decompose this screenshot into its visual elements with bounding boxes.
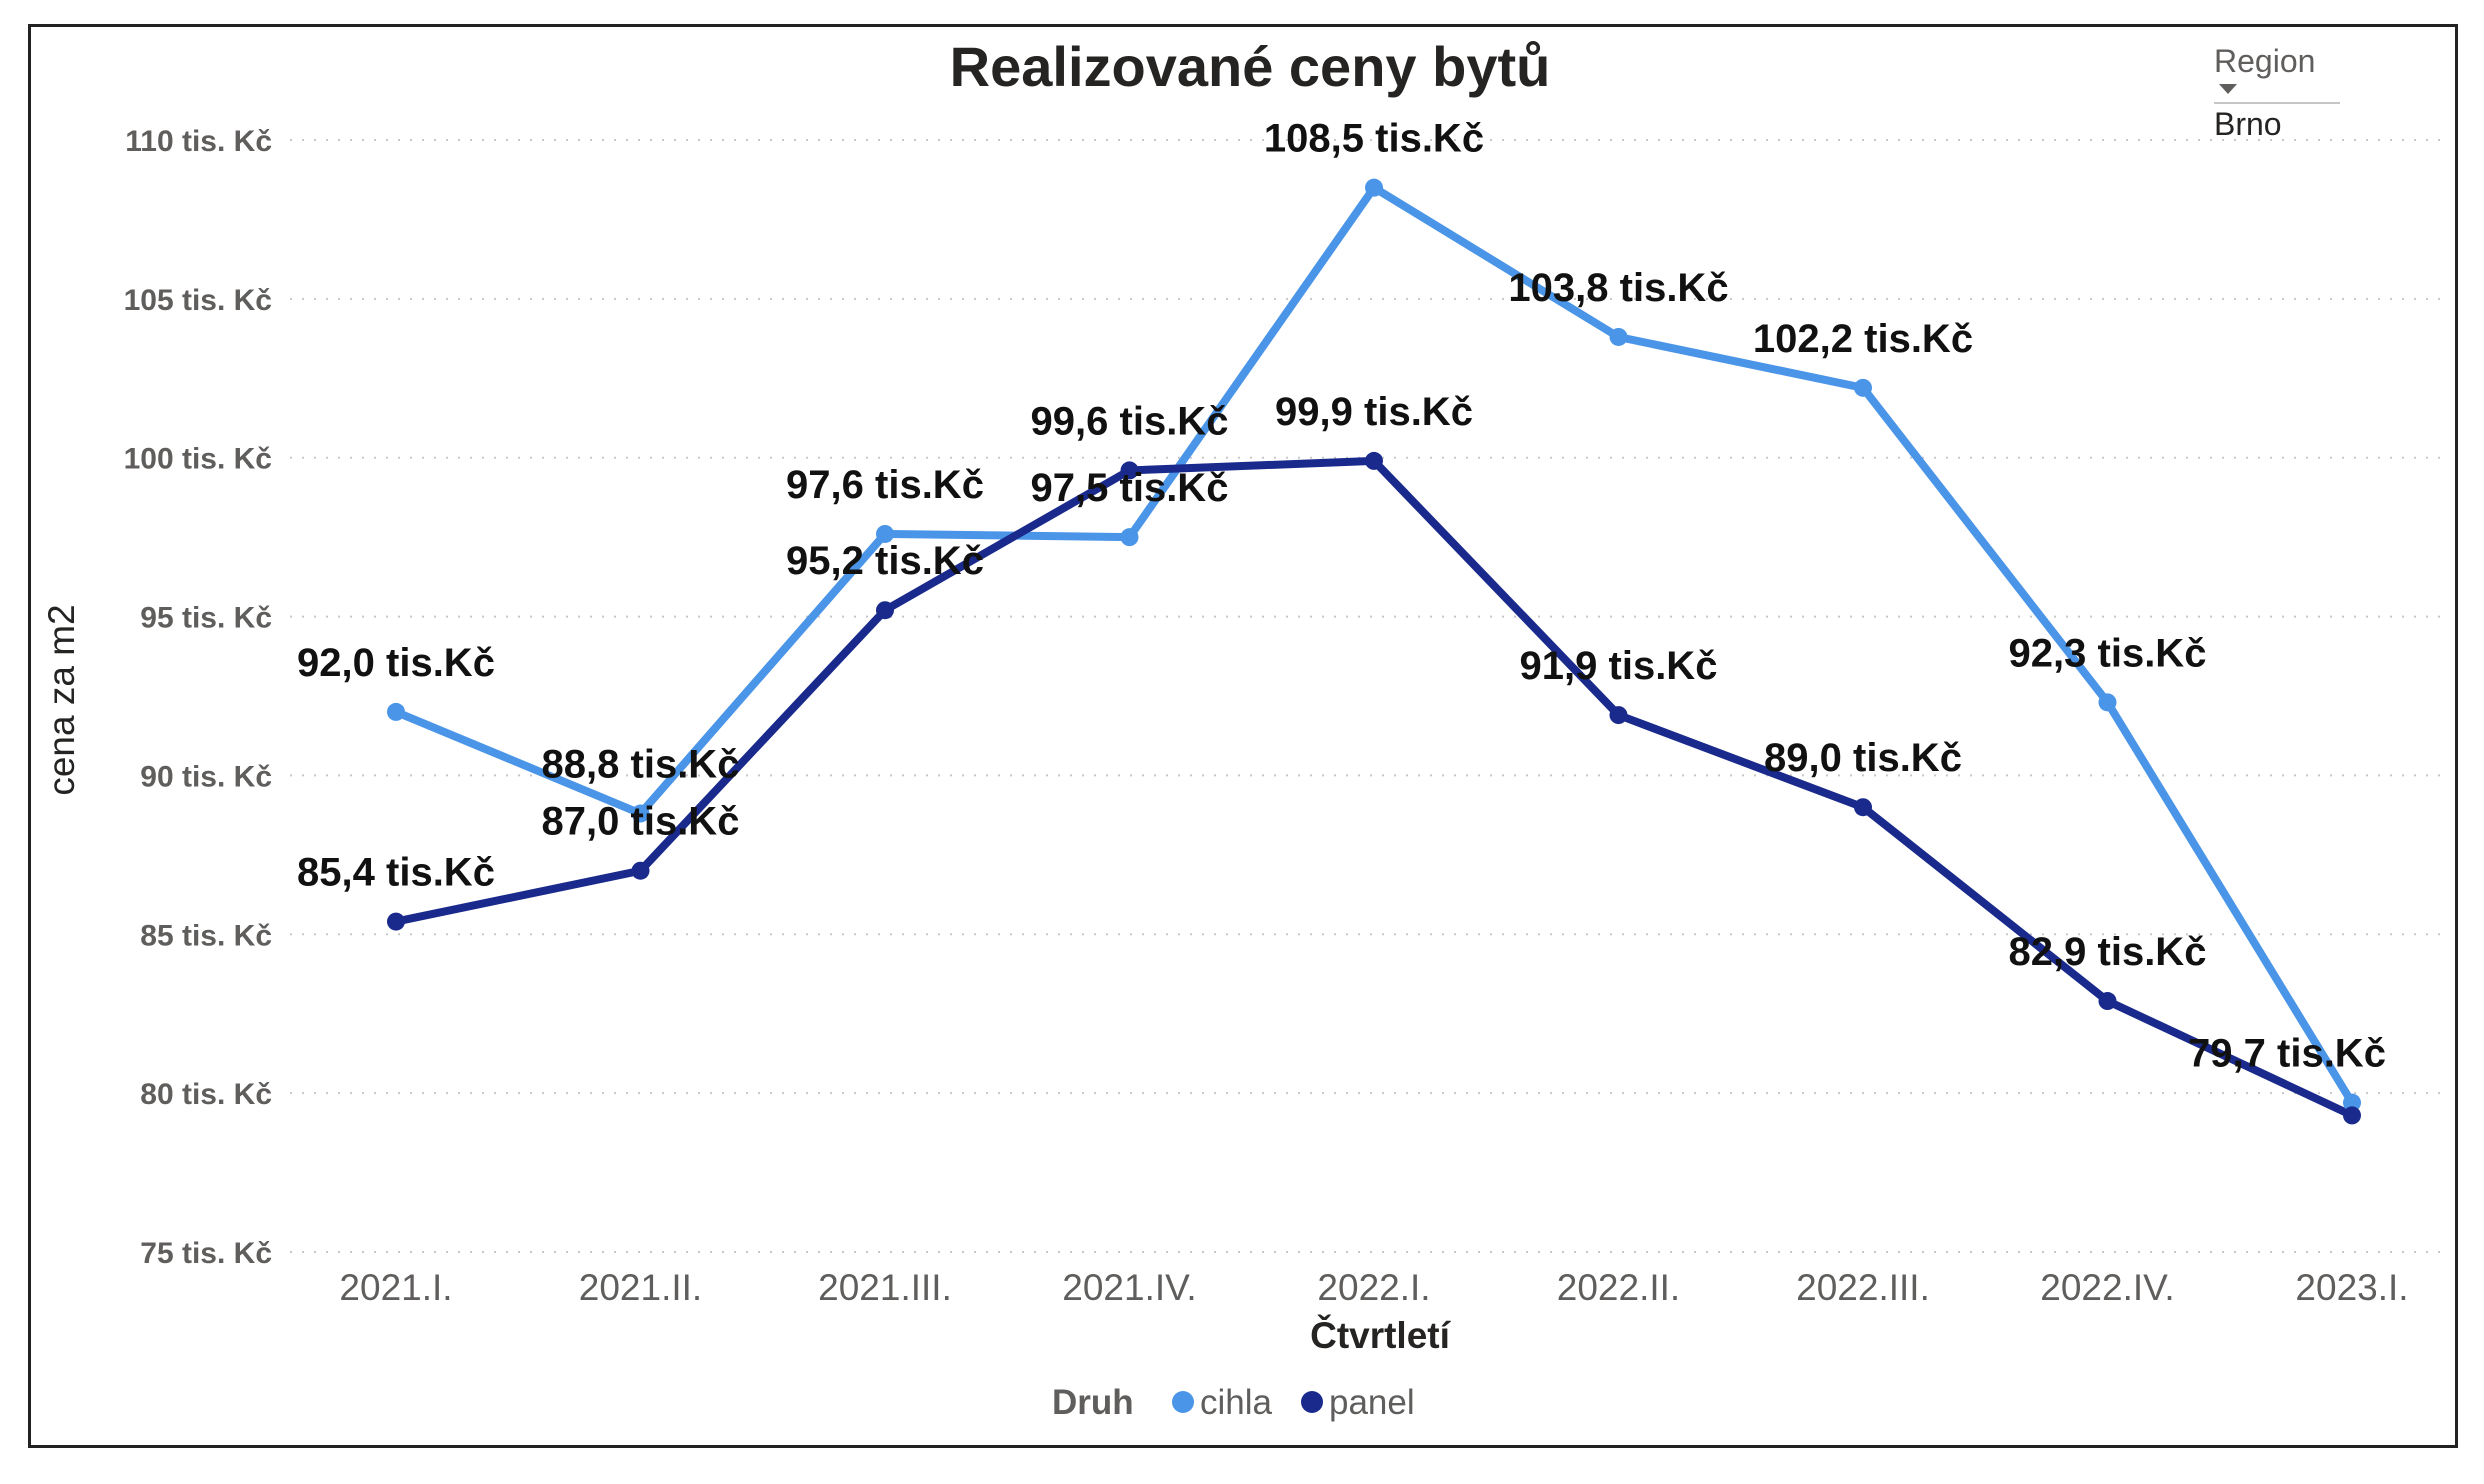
data-point-panel[interactable] [876, 601, 894, 620]
x-tick-label: 2022.I. [1317, 1267, 1430, 1308]
data-label-panel: 89,0 tis.Kč [1764, 736, 1962, 780]
data-label-panel: 85,4 tis.Kč [297, 851, 495, 895]
data-point-cihla[interactable] [876, 524, 894, 543]
gridlines [290, 139, 2440, 1253]
data-label-panel: 91,9 tis.Kč [1520, 644, 1718, 688]
data-label-panel: 99,9 tis.Kč [1275, 390, 1473, 434]
data-label-cihla: 97,5 tis.Kč [1031, 466, 1229, 510]
y-axis-ticks: 75 tis. Kč 80 tis. Kč 85 tis. Kč 90 tis. Kč… [124, 125, 272, 1270]
visual-frame [28, 24, 2458, 1448]
series-line-panel [392, 456, 2356, 1120]
y-tick-label: 80 tis. Kč [140, 1078, 272, 1111]
y-axis-label: cena za m2 [41, 604, 82, 795]
region-slicer[interactable]: Region Brno [2214, 43, 2340, 142]
data-point-panel[interactable] [1120, 461, 1139, 480]
x-axis-label: Čtvrtletí [1310, 1314, 1452, 1356]
x-tick-label: 2021.III. [818, 1267, 952, 1308]
series-group [387, 178, 2361, 1125]
data-point-cihla[interactable] [2343, 1093, 2361, 1112]
x-tick-label: 2022.IV. [2040, 1267, 2174, 1308]
data-point-cihla[interactable] [1854, 378, 1872, 397]
data-label-cihla: 88,8 tis.Kč [542, 743, 740, 787]
x-tick-label: 2022.III. [1796, 1267, 1930, 1308]
slicer-selected-value[interactable]: Brno [2214, 106, 2282, 142]
slicer-header: Region [2214, 43, 2315, 79]
data-point-panel[interactable] [387, 912, 405, 931]
data-labels: 92,0 tis.Kč 88,8 tis.Kč 97,6 tis.Kč 97,5 ti… [297, 117, 2386, 1076]
data-point-cihla[interactable] [1365, 178, 1383, 197]
y-tick-label: 105 tis. Kč [124, 284, 272, 317]
data-point-panel[interactable] [2343, 1106, 2361, 1125]
x-axis-ticks: 2021.I. 2021.II. 2021.III. 2021.IV. 2022.I. 2… [339, 1267, 2408, 1308]
data-point-cihla[interactable] [2098, 693, 2117, 712]
chart-title: Realizované ceny bytů [950, 35, 1551, 98]
y-tick-label: 85 tis. Kč [140, 919, 272, 952]
y-tick-label: 100 tis. Kč [124, 443, 272, 476]
data-point-cihla[interactable] [387, 702, 405, 721]
data-label-cihla: 108,5 tis.Kč [1264, 117, 1484, 161]
data-point-panel[interactable] [1854, 798, 1872, 817]
data-point-cihla[interactable] [1609, 327, 1628, 346]
x-tick-label: 2021.I. [339, 1267, 452, 1308]
x-tick-label: 2021.II. [579, 1267, 702, 1308]
y-tick-label: 95 tis. Kč [140, 602, 272, 635]
data-label-panel: 82,9 tis.Kč [2009, 930, 2207, 974]
data-label-cihla: 97,6 tis.Kč [786, 463, 984, 507]
data-label-cihla: 79,7 tis.Kč [2188, 1032, 2386, 1076]
data-label-panel: 87,0 tis.Kč [542, 800, 740, 844]
data-label-cihla: 92,3 tis.Kč [2009, 631, 2207, 675]
data-point-panel[interactable] [2098, 992, 2117, 1011]
legend-title: Druh [1052, 1383, 1134, 1422]
legend: Druh cihla panel [1052, 1383, 1415, 1422]
y-tick-label: 110 tis. Kč [125, 125, 272, 158]
y-tick-label: 75 tis. Kč [140, 1237, 272, 1270]
data-point-cihla[interactable] [631, 804, 650, 823]
x-tick-label: 2023.I. [2295, 1267, 2408, 1308]
data-label-panel: 95,2 tis.Kč [786, 539, 984, 583]
data-point-panel[interactable] [1365, 451, 1383, 470]
y-tick-label: 90 tis. Kč [140, 760, 272, 793]
data-label-panel: 99,6 tis.Kč [1031, 399, 1229, 443]
chevron-down-icon[interactable] [2219, 84, 2237, 94]
data-label-cihla: 102,2 tis.Kč [1753, 317, 1973, 361]
legend-entry-panel[interactable]: panel [1329, 1383, 1415, 1422]
x-tick-label: 2022.II. [1557, 1267, 1680, 1308]
data-label-cihla: 103,8 tis.Kč [1508, 266, 1728, 310]
x-tick-label: 2021.IV. [1062, 1267, 1196, 1308]
legend-marker-panel [1301, 1391, 1323, 1413]
data-point-panel[interactable] [1609, 706, 1628, 725]
legend-entry-cihla[interactable]: cihla [1200, 1383, 1273, 1422]
legend-marker-cihla [1172, 1391, 1194, 1413]
data-point-panel[interactable] [631, 861, 650, 880]
data-label-cihla: 92,0 tis.Kč [297, 641, 495, 685]
data-point-cihla[interactable] [1120, 528, 1139, 547]
